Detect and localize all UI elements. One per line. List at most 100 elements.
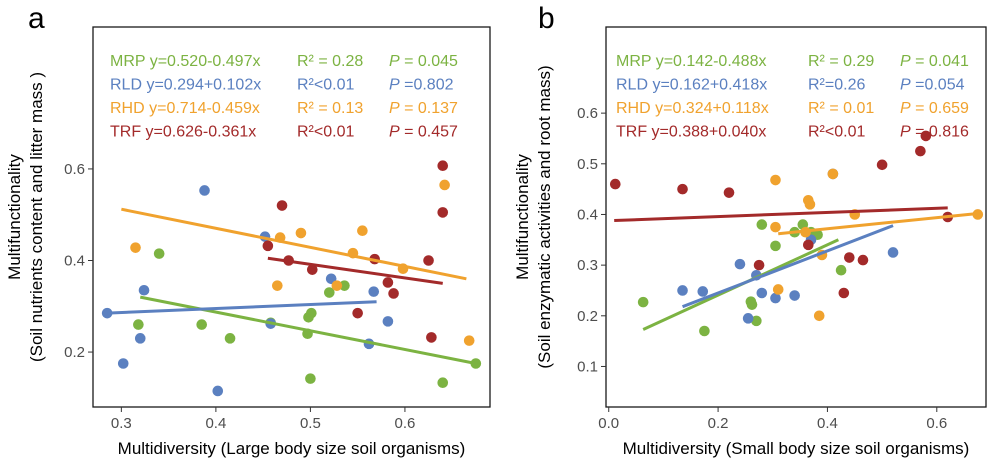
legend-equation: MRP y=0.142-0.488x [616,53,766,70]
legend-r2: R² = 0.13 [297,100,363,117]
legend-p: P = 0.041 [900,53,969,70]
legend-r2: R² = 0.28 [297,53,363,70]
point-rld [382,316,394,327]
panel-b: b 0.0 0.2 0.4 0.6 0.1 0.2 0.3 0.4 0.5 0.6 Multidive… [513,2,987,458]
legend-p-value: = 0.816 [911,124,969,141]
point-mrp [133,319,144,330]
point-rld [742,313,754,324]
point-mrp [339,280,350,291]
plot-frame [92,26,491,408]
point-rhd [463,335,475,346]
x-tick-label: 0.6 [926,415,947,432]
point-mrp [770,240,781,252]
y-axis-title: Multifunctionality [5,154,24,280]
legend-r2: R²<0.01 [297,77,354,94]
y-tick-label: 0.6 [64,161,85,178]
fit-line-trf [614,206,948,223]
point-rhd [772,284,784,295]
point-mrp [470,358,482,369]
point-trf [306,264,318,275]
point-trf [920,130,932,142]
y-tick-label: 0.1 [577,358,598,375]
fit-line-trf [267,256,443,285]
y-tick-label: 0.5 [577,156,598,173]
fit-line-rhd [121,207,467,281]
point-rld [887,247,899,258]
legend-equation: RLD y=0.294+0.102x [110,77,261,94]
x-tick-label: 0.5 [300,415,321,432]
point-mrp [224,333,236,344]
x-tick-label: 0.4 [817,415,838,432]
point-trf [857,254,869,266]
plot-frame [605,26,987,408]
legend-p-symbol: P [389,53,400,70]
point-rhd [813,310,825,322]
point-trf [437,207,449,218]
panel-letter: b [538,2,555,35]
fit-line-mrp [139,295,477,365]
point-rld [117,358,129,369]
point-mrp [699,325,710,337]
point-rhd [272,280,283,291]
legend-p-symbol: P [900,124,911,141]
y-tick-label: 0.3 [577,257,598,274]
point-mrp [756,219,768,230]
x-axis-title: Multidiversity (Large body size soil org… [118,439,466,458]
x-tick-label: 0.2 [708,415,729,432]
legend-r2: R² = 0.01 [808,100,874,117]
legend-p: P =0.802 [389,77,454,94]
legend-p-symbol: P [900,100,911,117]
point-trf [844,252,855,263]
y-axis-title: Multifunctionality [513,154,532,280]
x-tick-label: 0.6 [394,415,415,432]
point-trf [915,145,926,157]
point-rld [734,258,746,270]
legend-equation: TRF y=0.626-0.361x [110,124,256,141]
point-rld [697,286,709,297]
legend-p: P = 0.137 [389,100,458,117]
legend-p-value: =0.802 [400,77,454,94]
point-rhd [439,179,450,191]
point-rhd [295,227,307,239]
x-tick-label: 0.0 [598,415,619,432]
point-trf [838,287,850,299]
y-axis-subtitle: (Soil enzymatic activities and root mass… [535,65,554,368]
fit-line-rhd [778,211,978,236]
point-trf [609,178,621,190]
point-rld [770,292,781,304]
x-tick-label: 0.4 [205,415,226,432]
point-rld [756,287,768,299]
point-mrp [637,296,649,308]
point-rld [199,185,210,196]
fit-line-rld [107,300,377,315]
point-trf [276,200,288,211]
legend-p: P = 0.659 [900,100,969,117]
point-trf [423,255,434,266]
legend-equation: MRP y=0.520-0.497x [110,53,260,70]
point-mrp [305,373,316,384]
point-rhd [804,199,816,210]
legend-p-value: = 0.659 [911,100,969,117]
panel-letter: a [28,2,45,35]
y-tick-label: 0.4 [64,252,85,269]
point-rhd [357,225,368,237]
legend-p-symbol: P [900,53,911,70]
x-tick-label: 0.3 [111,415,132,432]
y-tick-label: 0.2 [64,344,85,361]
point-rld [677,285,688,296]
point-mrp [746,299,758,310]
point-rhd [770,174,781,186]
legend-p-value: = 0.457 [400,124,458,141]
point-trf [426,332,437,343]
legend-r2: R²<0.01 [297,124,354,141]
point-trf [388,288,399,299]
y-axis-subtitle: (Soil nutrients content and litter mass … [27,72,46,362]
legend-p-symbol: P [389,100,400,117]
point-rhd [130,242,141,253]
point-mrp [835,264,847,276]
y-tick-label: 0.6 [577,105,598,122]
point-rld [789,290,800,301]
point-mrp [324,287,335,298]
legend-equation: RHD y=0.714-0.459x [110,100,260,117]
